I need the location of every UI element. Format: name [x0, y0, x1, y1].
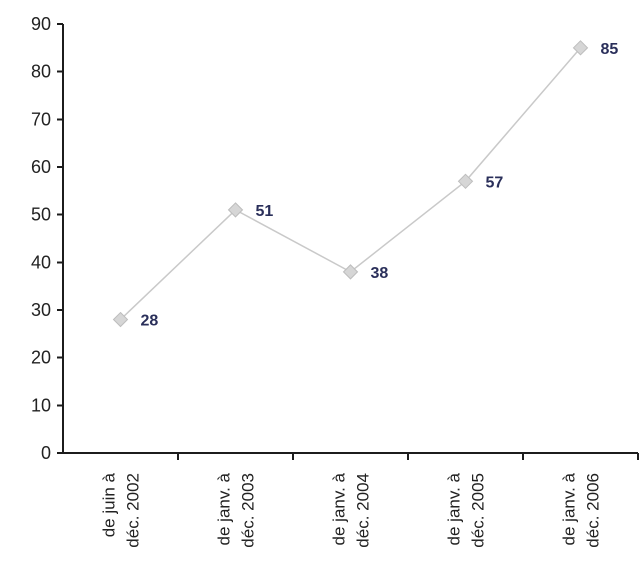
data-value-label: 28: [141, 313, 159, 330]
y-tick-label: 60: [31, 157, 51, 177]
x-tick-label-line: déc. 2005: [469, 473, 488, 548]
x-tick-label-line: de janv. à: [560, 472, 579, 545]
x-tick-label: de janv. à déc. 2006: [560, 472, 603, 547]
data-point-marker: [572, 40, 589, 56]
x-tick-label: de janv. à déc. 2004: [330, 472, 373, 547]
x-tick-label-line: de janv. à: [445, 472, 464, 545]
y-tick-label: 50: [31, 205, 51, 225]
data-point-marker: [342, 264, 359, 280]
x-tick-label-line: de juin à: [100, 472, 119, 537]
data-value-label: 57: [486, 174, 504, 191]
x-tick-label-line: déc. 2002: [124, 473, 143, 548]
x-tick-label-line: déc. 2004: [354, 473, 373, 548]
x-tick-label: de janv. à déc. 2003: [215, 472, 258, 547]
data-labels: 28 51 38 57 85: [141, 41, 619, 330]
y-tick-label: 10: [31, 395, 51, 415]
y-axis: 0 10 20 30 40 50 60 70 80 90: [31, 14, 64, 463]
data-value-label: 51: [256, 203, 274, 220]
x-tick-label-line: déc. 2006: [584, 473, 603, 548]
y-tick-label: 80: [31, 62, 51, 82]
y-tick-label: 20: [31, 348, 51, 368]
x-tick-label-line: de janv. à: [330, 472, 349, 545]
y-tick-label: 30: [31, 300, 51, 320]
y-tick-label: 40: [31, 252, 51, 272]
x-axis: de juin à déc. 2002 de janv. à déc. 2003 de …: [63, 452, 639, 548]
y-tick-label: 70: [31, 109, 51, 129]
x-tick-label: de janv. à déc. 2005: [445, 472, 488, 547]
y-tick-label: 0: [41, 443, 51, 463]
data-point-marker: [457, 173, 474, 190]
series: [112, 40, 589, 328]
x-tick-label-line: déc. 2003: [239, 473, 258, 548]
x-tick-label: de juin à déc. 2002: [100, 472, 143, 547]
y-tick-label: 90: [31, 14, 51, 34]
data-point-marker: [112, 311, 129, 328]
data-value-label: 38: [371, 265, 389, 282]
x-tick-label-line: de janv. à: [215, 472, 234, 545]
data-point-marker: [227, 202, 244, 218]
data-value-label: 85: [601, 41, 619, 58]
